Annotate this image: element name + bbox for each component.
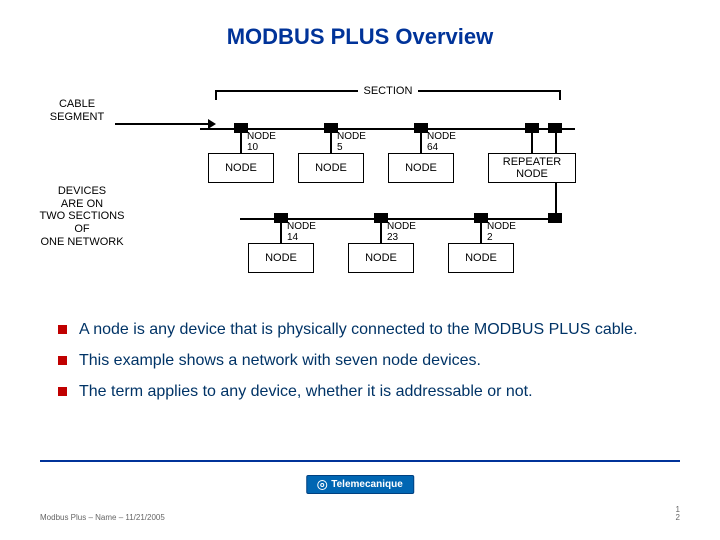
bullet-item: The term applies to any device, whether …	[58, 382, 668, 403]
logo-text: Telemecanique	[331, 479, 403, 490]
bottom-node-id-0: NODE14	[287, 222, 327, 243]
section-bracket-left	[215, 90, 217, 100]
network-diagram: SECTIONCABLESEGMENTDEVICESARE ONTWO SECT…	[100, 70, 620, 290]
top-node-box-2: NODE	[388, 153, 454, 183]
bullet-list: A node is any device that is physically …	[58, 320, 668, 412]
top-node-tap-2	[414, 123, 428, 133]
bus-top	[200, 128, 575, 130]
bullet-text: The term applies to any device, whether …	[79, 382, 533, 403]
top-node-tap-3	[525, 123, 539, 133]
top-node-id-2: NODE64	[427, 132, 467, 153]
bottom-node-tap-0	[274, 213, 288, 223]
bottom-node-drop-0	[280, 223, 282, 243]
bottom-node-id-2: NODE2	[487, 222, 527, 243]
top-node-drop-0	[240, 133, 242, 153]
bullet-item: This example shows a network with seven …	[58, 351, 668, 372]
bottom-node-id-1: NODE23	[387, 222, 427, 243]
bottom-node-tap-1	[374, 213, 388, 223]
section-bracket-right	[559, 90, 561, 100]
bridge-tap-bottom	[548, 213, 562, 223]
top-node-id-1: NODE5	[337, 132, 377, 153]
bullet-square-icon	[58, 356, 67, 365]
bottom-node-box-0: NODE	[248, 243, 314, 273]
bullet-item: A node is any device that is physically …	[58, 320, 668, 341]
bottom-node-box-1: NODE	[348, 243, 414, 273]
brand-logo: Telemecanique	[306, 475, 414, 494]
page-number-bottom: 2	[676, 514, 680, 522]
top-node-drop-2	[420, 133, 422, 153]
top-node-box-3: REPEATERNODE	[488, 153, 576, 183]
bullet-text: This example shows a network with seven …	[79, 351, 481, 372]
top-node-drop-1	[330, 133, 332, 153]
top-node-tap-0	[234, 123, 248, 133]
bottom-node-box-2: NODE	[448, 243, 514, 273]
page-number: 1 2	[676, 506, 680, 522]
bridge-tap-top	[548, 123, 562, 133]
side-note: DEVICESARE ONTWO SECTIONSOFONE NETWORK	[32, 185, 132, 248]
bullet-square-icon	[58, 387, 67, 396]
bullet-text: A node is any device that is physically …	[79, 320, 638, 341]
cable-segment-label: CABLESEGMENT	[42, 98, 112, 123]
top-node-drop-3	[531, 133, 533, 153]
cable-segment-arrow-line	[115, 123, 210, 125]
bottom-node-drop-2	[480, 223, 482, 243]
top-node-box-0: NODE	[208, 153, 274, 183]
footer-left-text: Modbus Plus – Name – 11/21/2005	[40, 513, 165, 522]
top-node-id-0: NODE10	[247, 132, 287, 153]
bullet-square-icon	[58, 325, 67, 334]
top-node-tap-1	[324, 123, 338, 133]
footer-rule	[40, 460, 680, 462]
cable-segment-arrow-head	[208, 119, 216, 129]
page-title: MODBUS PLUS Overview	[0, 24, 720, 50]
bottom-node-drop-1	[380, 223, 382, 243]
top-node-box-1: NODE	[298, 153, 364, 183]
logo-icon	[317, 480, 327, 490]
section-label: SECTION	[358, 85, 419, 97]
bottom-node-tap-2	[474, 213, 488, 223]
